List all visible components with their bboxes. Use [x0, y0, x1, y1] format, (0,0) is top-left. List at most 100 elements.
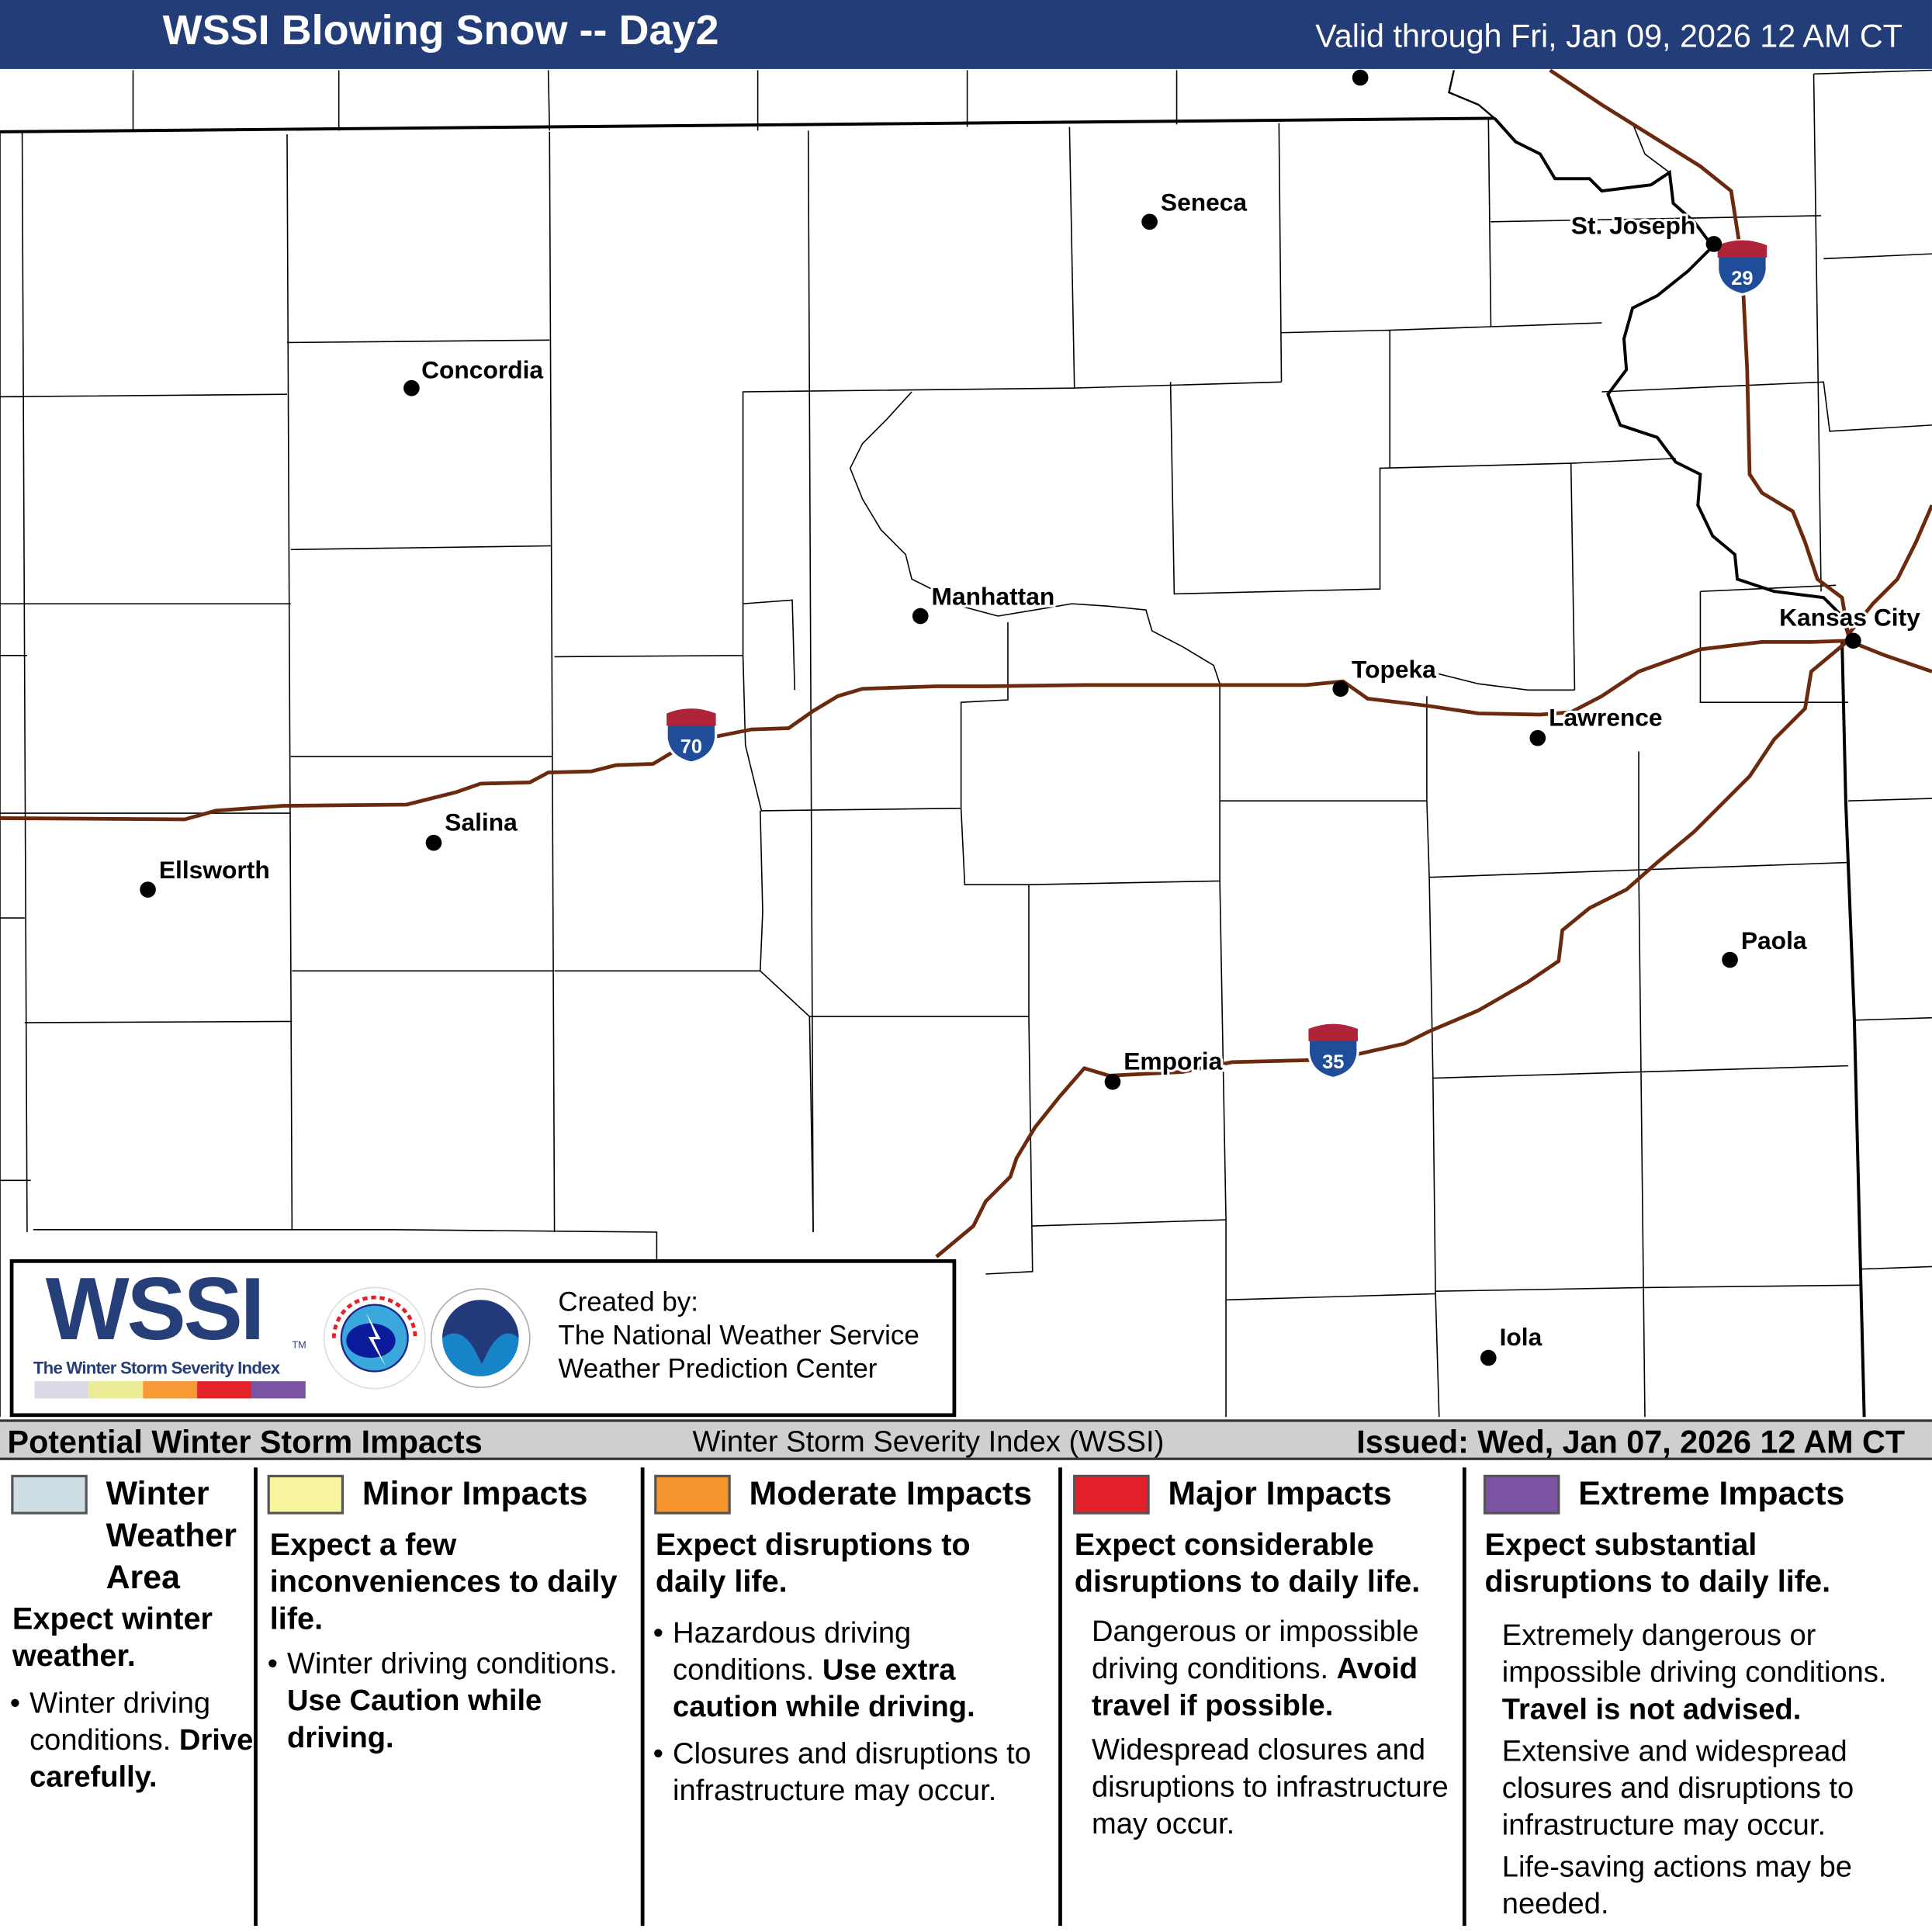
created-by-label: Created by:	[558, 1286, 698, 1317]
wssi-logo: WSSI	[45, 1260, 265, 1359]
legend-minor-impacts: Minor Impacts Expect a few inconvenience…	[258, 1460, 641, 1932]
legend-bullet: Winter driving conditions. Use Caution w…	[268, 1646, 645, 1757]
svg-text:Topeka: Topeka	[1352, 655, 1436, 683]
svg-text:Concordia: Concordia	[421, 356, 543, 384]
svg-text:Ellsworth: Ellsworth	[159, 856, 270, 884]
city-topeka: Topeka	[1332, 653, 1439, 698]
city-lawrence: Lawrence	[1529, 701, 1665, 746]
legend-detail: Extremely dangerous or impossible drivin…	[1501, 1619, 1887, 1726]
cities: Seneca St. Joseph Concordia Manhattan Ka…	[140, 69, 1923, 1366]
legend-detail: Widespread closures and disruptions to i…	[1091, 1733, 1449, 1841]
city-dot	[1352, 69, 1369, 86]
i29-shield: 29	[1716, 239, 1768, 296]
city-st-joseph: St. Joseph	[1569, 209, 1723, 252]
county-lines	[0, 69, 1932, 1418]
i70-route	[0, 639, 1932, 822]
i35-shield: 35	[1307, 1023, 1359, 1080]
svg-text:35: 35	[1322, 1051, 1344, 1073]
legend-bullet: • Closures and disruptions to infrastruct…	[653, 1737, 1031, 1808]
legend-bullet: • Hazardous driving conditions. Use extra…	[653, 1616, 975, 1724]
legend-title: Winter Weather Area	[106, 1474, 237, 1596]
color-swatch	[1483, 1474, 1560, 1515]
legend-winter-weather-area: Winter Weather Area Expect winter weather.…	[0, 1460, 254, 1932]
legend-detail: Extensive and widespread closures and di…	[1501, 1734, 1854, 1843]
created-by: Created by: The National Weather Service…	[558, 1285, 919, 1385]
header-bar: WSSI Blowing Snow -- Day2 Valid through …	[0, 0, 1932, 69]
svg-text:Lawrence: Lawrence	[1549, 703, 1662, 731]
svg-text:St. Joseph: St. Joseph	[1571, 212, 1696, 240]
legend-title: Moderate Impacts	[749, 1474, 1033, 1512]
legend-title: Major Impacts	[1168, 1474, 1392, 1512]
legend-summary: Expect substantial disruptions to daily …	[1484, 1528, 1831, 1600]
city-manhattan: Manhattan	[912, 580, 1057, 625]
legend-summary: Expect a few inconveniences to daily lif…	[269, 1528, 618, 1636]
state-borders	[0, 70, 1866, 1418]
city-kansas-city: Kansas City	[1777, 601, 1923, 649]
interstate-shields: 70 35 29	[665, 239, 1768, 1080]
legend-details: • Hazardous driving conditions. Use extra…	[653, 1615, 1054, 1815]
legend-details: Dangerous or impossible driving conditio…	[1092, 1614, 1461, 1848]
city-concordia: Concordia	[403, 353, 546, 396]
legend-summary: Expect winter weather.	[12, 1601, 213, 1674]
wssi-tm: TM	[292, 1339, 306, 1351]
org-nws: The National Weather Service	[558, 1319, 919, 1351]
color-swatch	[1073, 1474, 1150, 1515]
legend-title-bar: Potential Winter Storm Impacts Winter St…	[0, 1419, 1932, 1460]
city-salina: Salina	[425, 805, 520, 851]
legend-detail: Life-saving actions may be needed.	[1501, 1851, 1853, 1921]
swatch	[34, 1381, 89, 1399]
city-emporia: Emporia	[1104, 1044, 1225, 1090]
rivers	[849, 391, 1575, 691]
legend-heading: Potential Winter Storm Impacts	[7, 1423, 483, 1460]
svg-text:Iola: Iola	[1500, 1323, 1542, 1351]
legend-detail: Dangerous or impossible driving conditio…	[1091, 1615, 1419, 1723]
page-title: WSSI Blowing Snow -- Day2	[162, 7, 719, 54]
svg-text:Kansas City: Kansas City	[1779, 604, 1920, 632]
divider	[1058, 1467, 1062, 1927]
wssi-tagline: The Winter Storm Severity Index	[33, 1357, 280, 1378]
noaa-logo-icon	[431, 1288, 531, 1388]
legend-title: Extreme Impacts	[1578, 1474, 1845, 1512]
svg-text:Seneca: Seneca	[1161, 189, 1248, 216]
swatch	[143, 1381, 198, 1399]
i70-shield: 70	[665, 707, 718, 764]
impact-legend: Winter Weather Area Expect winter weather.…	[0, 1460, 1932, 1932]
svg-text:Paola: Paola	[1741, 926, 1807, 954]
swatch	[251, 1381, 306, 1399]
color-swatch	[11, 1474, 88, 1515]
legend-index-name: Winter Storm Severity Index (WSSI)	[692, 1425, 1165, 1459]
svg-text:Salina: Salina	[445, 808, 518, 836]
legend-extreme-impacts: Extreme Impacts Expect substantial disru…	[1466, 1460, 1932, 1932]
legend-moderate-impacts: Moderate Impacts Expect disruptions to d…	[645, 1460, 1059, 1932]
interstate-highways	[0, 68, 1932, 1259]
city-ellsworth: Ellsworth	[140, 853, 272, 898]
legend-title: Minor Impacts	[362, 1474, 588, 1512]
org-wpc: Weather Prediction Center	[558, 1352, 878, 1384]
legend-bullet: Winter driving conditions. Drive careful…	[10, 1685, 258, 1796]
wssi-color-bar	[34, 1381, 306, 1399]
legend-major-impacts: Major Impacts Expect considerable disrup…	[1062, 1460, 1463, 1932]
city-iola: Iola	[1480, 1321, 1545, 1366]
valid-time: Valid through Fri, Jan 09, 2026 12 AM CT	[1315, 17, 1903, 54]
svg-text:Manhattan: Manhattan	[932, 583, 1055, 611]
city-seneca: Seneca	[1141, 185, 1250, 230]
map: 70 35 29 Seneca St. Joseph Concordia Man…	[0, 68, 1932, 1420]
issued-time: Issued: Wed, Jan 07, 2026 12 AM CT	[1356, 1423, 1906, 1460]
svg-text:Emporia: Emporia	[1124, 1047, 1222, 1075]
legend-summary: Expect considerable disruptions to daily…	[1074, 1528, 1421, 1600]
divider	[1462, 1467, 1466, 1927]
i29-route	[1549, 68, 1932, 639]
legend-details: Extremely dangerous or impossible drivin…	[1502, 1618, 1928, 1928]
i35-route	[935, 639, 1850, 1259]
svg-text:70: 70	[680, 736, 702, 757]
nws-logo-icon	[323, 1286, 426, 1390]
swatch	[197, 1381, 251, 1399]
legend-summary: Expect disruptions to daily life.	[655, 1528, 971, 1600]
svg-text:29: 29	[1731, 268, 1753, 289]
credits-box: WSSI TM The Winter Storm Severity Index …	[9, 1259, 957, 1418]
color-swatch	[267, 1474, 345, 1515]
color-swatch	[654, 1474, 731, 1515]
swatch	[88, 1381, 144, 1399]
city-paola: Paola	[1722, 924, 1809, 968]
